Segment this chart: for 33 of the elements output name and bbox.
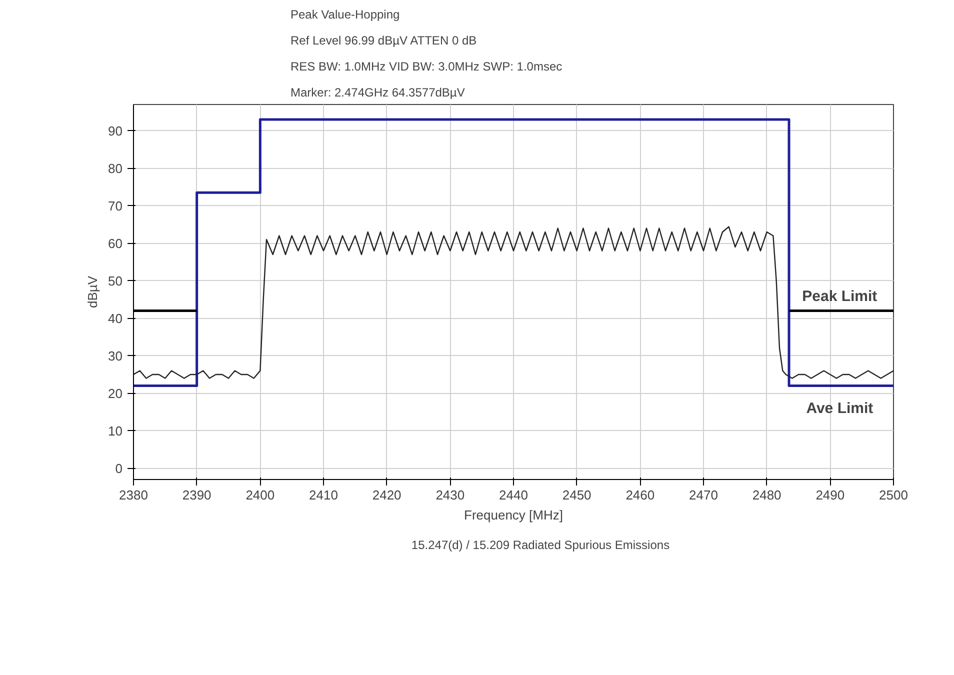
y-tick-label: 80: [108, 160, 123, 176]
text: Ref Level 96.99 dBµV ATTEN 0 dB: [290, 34, 477, 48]
y-axis-title: dBµV: [85, 276, 100, 308]
y-tick-label: 30: [108, 348, 123, 364]
x-tick-label: 2420: [372, 488, 402, 502]
annotation: Ave Limit: [806, 400, 874, 417]
x-tick-label: 2490: [816, 488, 845, 502]
x-tick-label: 2390: [182, 488, 212, 502]
x-tick-label: 2410: [309, 488, 338, 502]
x-tick-label: 2450: [562, 488, 592, 502]
x-tick-label: 2480: [752, 488, 782, 502]
y-tick-label: 50: [108, 273, 123, 288]
x-tick-label: 2400: [246, 488, 275, 502]
x-tick-label: 2500: [879, 488, 908, 502]
text: RES BW: 1.0MHz VID BW: 3.0MHz SWP: 1.0msec: [290, 60, 562, 74]
text: Marker: 2.474GHz 64.3577dBµV: [290, 86, 465, 100]
chart-title: Peak Value-Hopping: [290, 8, 400, 22]
text: 15.247(d) / 15.209 Radiated Spurious Emissions: [411, 538, 670, 552]
y-tick-label: 20: [108, 386, 123, 401]
line-series: [134, 226, 894, 379]
x-tick-label: 2460: [626, 488, 655, 502]
y-tick-label: 40: [108, 310, 123, 326]
y-tick-label: 70: [108, 198, 123, 214]
y-tick-label: 60: [108, 236, 123, 251]
y-tick-label: 0: [115, 460, 123, 476]
x-tick-label: 2380: [119, 488, 148, 502]
annotation: Peak Limit: [802, 288, 878, 305]
x-tick-label: 2430: [436, 488, 465, 502]
x-tick-label: 2470: [689, 488, 718, 502]
y-tick-label: 10: [108, 423, 123, 438]
x-axis-title: Frequency [MHz]: [464, 508, 563, 522]
y-tick-label: 90: [108, 123, 123, 138]
x-tick-label: 2440: [499, 488, 528, 502]
